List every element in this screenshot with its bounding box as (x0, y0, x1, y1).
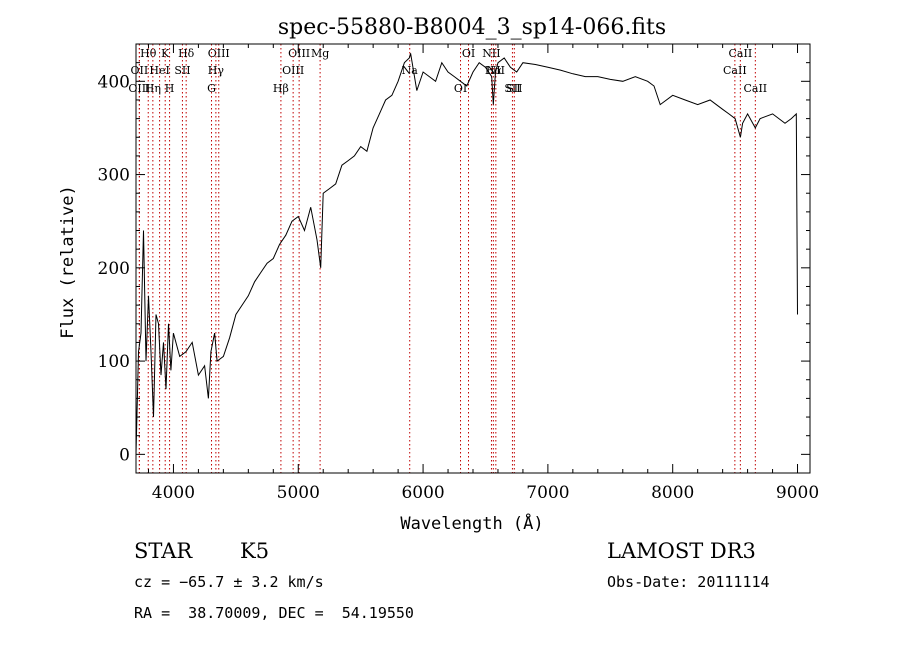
spectral-line-label: CaII (723, 64, 747, 77)
spectral-line-markers: Hθ OII OIII K HeI Hη Hδ SII H OIII Hγ G OIII OIII Hβ Mg… (128, 44, 767, 473)
y-tick-label: 100 (98, 352, 130, 372)
ra-dec-coordinates: RA = 38.70009, DEC = 54.19550 (134, 604, 414, 622)
spectral-line-label: OI (454, 82, 467, 95)
spectrum-series (135, 53, 798, 455)
x-tick-label: 6000 (401, 483, 444, 503)
x-tick-label: 5000 (277, 483, 320, 503)
spectral-line-label: Hγ (208, 64, 225, 77)
spectral-line-label: SII (506, 82, 522, 95)
spectral-line-label: Mg (311, 47, 329, 60)
object-class: STAR (134, 539, 193, 563)
spectral-line-label: HeI (149, 64, 169, 77)
spectral-line-label: NII (482, 47, 500, 60)
y-tick-label: 400 (98, 72, 130, 92)
y-axis-label: Flux (relative) (58, 185, 78, 339)
spectral-line-label: Hη (145, 82, 161, 95)
y-tick-label: 200 (98, 259, 130, 279)
plot-frame (135, 43, 811, 474)
x-tick-label: 9000 (776, 483, 819, 503)
spectral-line-label: OIII (128, 82, 150, 95)
spectral-line-label: SII (504, 82, 520, 95)
y-axis: 0 100 200 300 400 (98, 43, 810, 474)
spectral-line-label: Hθ (140, 47, 157, 60)
spectral-line-label: OII (131, 64, 149, 77)
x-tick-label: 7000 (526, 483, 569, 503)
spectral-line-label: H (165, 82, 175, 95)
spectral-line-label: Na (402, 64, 419, 77)
spectrum-line (135, 53, 798, 455)
observation-date: Obs-Date: 20111114 (607, 573, 770, 591)
spectral-line-label: Hδ (178, 47, 195, 60)
spectral-line-label: OIII (208, 47, 230, 60)
spectral-line-label: Hβ (273, 82, 289, 95)
object-subclass: K5 (240, 539, 270, 563)
chart-title: spec-55880-B8004_3_sp14-066.fits (278, 15, 666, 40)
spectral-line-label: CaII (743, 82, 767, 95)
spectral-line-label: SII (174, 64, 190, 77)
y-tick-label: 300 (98, 166, 130, 186)
spectral-line-label: OI (462, 47, 475, 60)
survey-name: LAMOST DR3 (607, 539, 756, 563)
spectral-line-label: K (161, 47, 170, 60)
y-tick-label: 0 (119, 445, 130, 465)
redshift-cz: cz = −65.7 ± 3.2 km/s (134, 573, 324, 591)
spectral-line-label: OIII (282, 64, 304, 77)
x-axis: 4000 5000 6000 7000 8000 9000 (147, 44, 819, 503)
spectral-line-label: CaII (729, 47, 753, 60)
x-tick-label: 4000 (152, 483, 195, 503)
x-tick-label: 8000 (651, 483, 694, 503)
x-axis-label: Wavelength (Å) (400, 512, 543, 534)
spectral-line-label: G (207, 82, 216, 95)
spectral-line-label: OIII (288, 47, 310, 60)
